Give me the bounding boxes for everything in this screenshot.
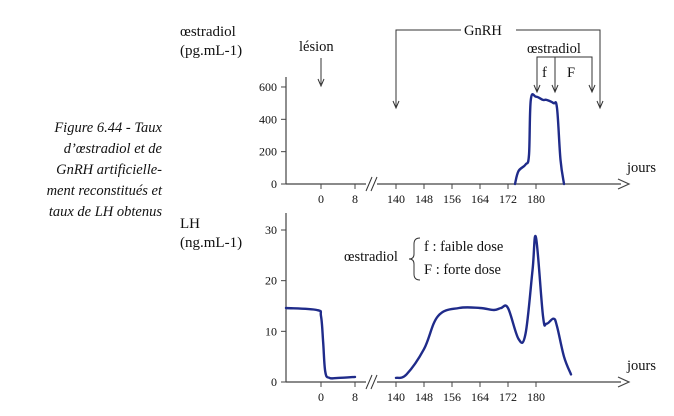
bottom-chart: LH (ng.mL-1) jours 0 10 20 30 0 8 140 148 156 16… bbox=[180, 213, 656, 404]
bottom-xlabel: jours bbox=[626, 358, 656, 374]
top-ylabel-unit: (pg.mL-1) bbox=[180, 43, 242, 59]
caption-line: ment reconstitués et bbox=[46, 183, 162, 199]
gnrh-bracket bbox=[395, 29, 601, 107]
y-tick-label: 10 bbox=[265, 324, 277, 338]
F-label: F bbox=[567, 65, 575, 81]
F-arrow-left bbox=[551, 84, 559, 94]
y-tick-label: 0 bbox=[271, 177, 277, 191]
x-tick-label: 172 bbox=[499, 192, 517, 206]
legend-item-f: f : faible dose bbox=[424, 239, 503, 255]
oestradiol-annotation: œstradiol bbox=[527, 41, 581, 57]
top-axis-break bbox=[370, 176, 378, 192]
x-tick-label: 140 bbox=[387, 390, 405, 404]
bottom-ylabel-unit: (ng.mL-1) bbox=[180, 235, 242, 251]
y-tick-label: 0 bbox=[271, 375, 277, 389]
oestradiol-curve bbox=[513, 93, 566, 186]
bottom-y-ticks: 0 10 20 30 bbox=[265, 223, 286, 389]
x-tick-label: 148 bbox=[415, 390, 433, 404]
oestradiol-bracket bbox=[536, 56, 593, 91]
figure-caption: Figure 6.44 - Taux d’œstradiol et de GnR… bbox=[6, 118, 162, 223]
x-tick-label: 140 bbox=[387, 192, 405, 206]
bottom-x-arrow bbox=[617, 376, 631, 388]
top-ylabel: œstradiol bbox=[180, 24, 236, 40]
gnrh-arrow-right bbox=[596, 100, 604, 110]
legend-title: œstradiol bbox=[344, 249, 398, 265]
caption-line: GnRH artificielle- bbox=[56, 162, 162, 178]
top-x-ticks: 0 8 140 148 156 164 172 180 bbox=[318, 184, 545, 206]
lh-curve bbox=[284, 234, 573, 380]
bottom-axis-break bbox=[365, 374, 373, 390]
y-tick-label: 20 bbox=[265, 274, 277, 288]
y-tick-label: 400 bbox=[259, 112, 277, 126]
gnrh-arrow-left bbox=[392, 100, 400, 110]
bottom-axis-break bbox=[370, 374, 378, 390]
caption-line: d’œstradiol et de bbox=[63, 141, 162, 157]
x-tick-label: 172 bbox=[499, 390, 517, 404]
f-arrow bbox=[533, 84, 541, 94]
x-tick-label: 180 bbox=[527, 390, 545, 404]
caption-line: taux de LH obtenus bbox=[48, 204, 162, 220]
y-tick-label: 600 bbox=[259, 80, 277, 94]
caption-line: Figure 6.44 - Taux bbox=[54, 120, 162, 136]
lesion-arrow-head bbox=[317, 78, 325, 88]
x-tick-label: 180 bbox=[527, 192, 545, 206]
gnrh-label: GnRH bbox=[464, 23, 502, 39]
top-y-ticks: 0 200 400 600 bbox=[259, 80, 286, 191]
legend-brace bbox=[408, 237, 421, 281]
top-chart: œstradiol (pg.mL-1) jours 0 200 400 600 0 8 1… bbox=[180, 23, 656, 206]
x-tick-label: 156 bbox=[443, 192, 461, 206]
bottom-ylabel: LH bbox=[180, 216, 200, 232]
bottom-x-ticks: 0 8 140 148 156 164 172 180 bbox=[318, 382, 545, 404]
x-tick-label: 164 bbox=[471, 192, 489, 206]
x-tick-label: 156 bbox=[443, 390, 461, 404]
F-arrow-right bbox=[588, 84, 596, 94]
x-tick-label: 0 bbox=[318, 390, 324, 404]
x-tick-label: 164 bbox=[471, 390, 489, 404]
y-tick-label: 200 bbox=[259, 145, 277, 159]
y-tick-label: 30 bbox=[265, 223, 277, 237]
x-tick-label: 0 bbox=[318, 192, 324, 206]
lesion-label: lésion bbox=[299, 39, 334, 55]
top-xlabel: jours bbox=[626, 160, 656, 176]
x-tick-label: 148 bbox=[415, 192, 433, 206]
legend-item-F: F : forte dose bbox=[424, 262, 501, 278]
top-axis-break bbox=[365, 176, 373, 192]
f-label: f bbox=[542, 65, 547, 81]
x-tick-label: 8 bbox=[352, 390, 358, 404]
x-tick-label: 8 bbox=[352, 192, 358, 206]
top-x-arrow bbox=[617, 178, 631, 190]
